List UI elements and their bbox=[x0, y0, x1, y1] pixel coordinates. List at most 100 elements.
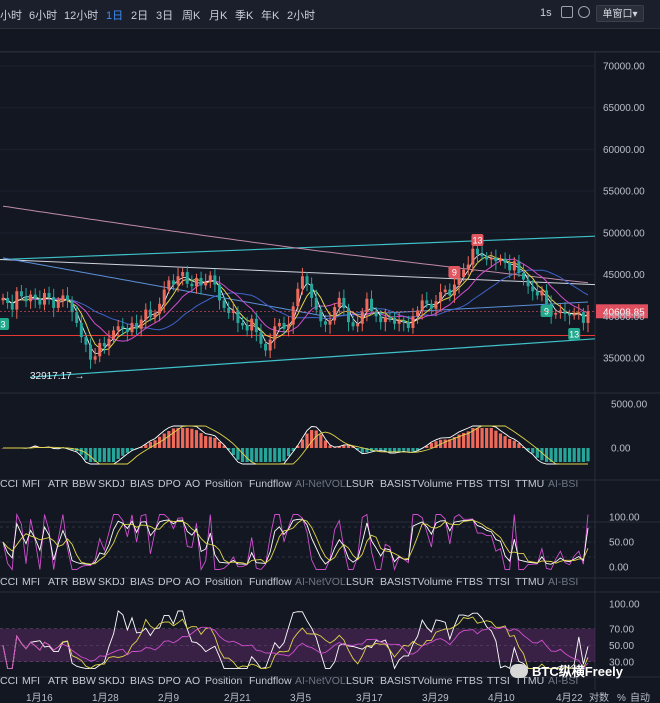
indicator-tab[interactable]: CCI bbox=[0, 675, 18, 687]
indicator-tab[interactable]: AI-NetVOL bbox=[295, 478, 346, 490]
macd-histogram-bar bbox=[282, 448, 286, 462]
timeframe-2d[interactable]: 2日 bbox=[131, 10, 149, 22]
indicator-tab[interactable]: TTSI bbox=[487, 675, 510, 687]
indicator-tab[interactable]: MFI bbox=[22, 576, 40, 588]
indicator-tab[interactable]: BIAS bbox=[130, 675, 154, 687]
indicator-tab[interactable]: AI-NetVOL bbox=[295, 576, 346, 588]
indicator-tab[interactable]: AI-BSI bbox=[548, 675, 578, 687]
indicator-tab[interactable]: Fundflow bbox=[249, 675, 292, 687]
scale-option[interactable]: 对数 bbox=[589, 691, 609, 703]
timeframe-quarter[interactable]: 季K bbox=[235, 10, 254, 22]
indicator-tab[interactable]: FTBS bbox=[456, 478, 483, 490]
macd-histogram-bar bbox=[171, 428, 176, 448]
indicator-tab[interactable]: TTMU bbox=[515, 576, 544, 588]
osc-d-line bbox=[2, 519, 589, 565]
indicator-tab[interactable]: SKDJ bbox=[98, 675, 125, 687]
indicator-tab[interactable]: FTBS bbox=[456, 675, 483, 687]
indicator-tab[interactable]: BBW bbox=[72, 675, 96, 687]
indicator-tab[interactable]: BIAS bbox=[130, 478, 154, 490]
macd-histogram-bar bbox=[291, 448, 295, 451]
td-marker: 9 bbox=[448, 266, 461, 278]
indicator-tab[interactable]: AO bbox=[185, 478, 200, 490]
indicator-tab[interactable]: Position bbox=[205, 576, 243, 588]
indicator-tab[interactable]: CCI bbox=[0, 576, 18, 588]
candle-body bbox=[466, 264, 470, 270]
indicator-tab[interactable]: ATR bbox=[48, 478, 69, 490]
timeframe-month[interactable]: 月K bbox=[209, 10, 228, 22]
candle-body bbox=[10, 302, 14, 310]
indicator-tab[interactable]: AI-NetVOL bbox=[295, 675, 346, 687]
timeframe-6h[interactable]: 6小时 bbox=[29, 10, 58, 22]
indicator-tab[interactable]: TTSI bbox=[487, 576, 510, 588]
indicator-tab[interactable]: CCI bbox=[0, 478, 18, 490]
indicator-tab[interactable]: BIAS bbox=[130, 576, 154, 588]
candle-body bbox=[535, 291, 539, 296]
indicator-tab[interactable]: ATR bbox=[48, 576, 69, 588]
indicator-tab[interactable]: DPO bbox=[158, 478, 181, 490]
indicator-tab[interactable]: TVolume bbox=[411, 675, 453, 687]
macd-histogram-bar bbox=[558, 448, 562, 462]
candle-body bbox=[1, 297, 5, 301]
timeframe-year[interactable]: 年K bbox=[261, 10, 280, 22]
indicator-tab[interactable]: Position bbox=[205, 478, 243, 490]
indicator-tab[interactable]: TTSI bbox=[487, 478, 510, 490]
candle-body bbox=[231, 310, 235, 313]
macd-histogram-bar bbox=[222, 445, 226, 448]
indicator-tab[interactable]: DPO bbox=[158, 675, 181, 687]
indicator-tab[interactable]: Fundflow bbox=[249, 478, 292, 490]
indicator-tab[interactable]: BBW bbox=[72, 576, 96, 588]
scale-option[interactable]: % bbox=[617, 693, 626, 703]
candle-body bbox=[241, 322, 245, 326]
indicator-tab[interactable]: LSUR bbox=[346, 576, 374, 588]
indicator-tab[interactable]: AI-BSI bbox=[548, 478, 578, 490]
indicator-tab[interactable]: Fundflow bbox=[249, 576, 292, 588]
macd-dea-line bbox=[3, 425, 588, 465]
indicator-tab[interactable]: LSUR bbox=[346, 478, 374, 490]
timeframe-week[interactable]: 周K bbox=[182, 10, 201, 22]
indicator-tab[interactable]: FTBS bbox=[456, 576, 483, 588]
indicator-tab[interactable]: LSUR bbox=[346, 675, 374, 687]
candle-body bbox=[475, 248, 479, 255]
indicator-tab[interactable]: AO bbox=[185, 576, 200, 588]
macd-histogram-bar bbox=[273, 448, 277, 462]
timeframe-12h[interactable]: 12小时 bbox=[64, 10, 99, 22]
indicator-tab[interactable]: TVolume bbox=[411, 478, 453, 490]
indicator-tab[interactable]: MFI bbox=[22, 478, 40, 490]
seconds-toggle[interactable]: 1s bbox=[540, 7, 552, 19]
low-price-annotation: 32917.17 → bbox=[30, 371, 85, 382]
timeframe-2h[interactable]: 2小时 bbox=[287, 10, 316, 22]
candle-body bbox=[19, 291, 23, 297]
indicator-tab[interactable]: DPO bbox=[158, 576, 181, 588]
indicator-tab[interactable]: TVolume bbox=[411, 576, 453, 588]
macd-histogram-bar bbox=[319, 434, 323, 448]
indicator-tab[interactable]: Position bbox=[205, 675, 243, 687]
macd-histogram-bar bbox=[489, 428, 493, 448]
candle-body bbox=[374, 311, 378, 317]
indicator-tab[interactable]: AI-BSI bbox=[548, 576, 578, 588]
expand-icon[interactable] bbox=[561, 6, 573, 18]
macd-histogram-bar bbox=[521, 447, 526, 448]
indicator-tab[interactable]: BASIS bbox=[380, 478, 411, 490]
td-marker-label: 13 bbox=[569, 330, 579, 340]
macd-histogram-bar bbox=[365, 448, 369, 453]
indicator-tab[interactable]: BASIS bbox=[380, 675, 411, 687]
settings-icon[interactable] bbox=[578, 6, 590, 18]
candle-body bbox=[323, 321, 327, 325]
scale-option[interactable]: 自动 bbox=[630, 691, 650, 703]
indicator-tab[interactable]: BBW bbox=[72, 478, 96, 490]
indicator-tab[interactable]: AO bbox=[185, 675, 200, 687]
indicator-tab[interactable]: TTMU bbox=[515, 478, 544, 490]
candle-body bbox=[420, 300, 424, 311]
candle-body bbox=[75, 312, 79, 323]
indicator-tab[interactable]: TTMU bbox=[515, 675, 544, 687]
indicator-tab[interactable]: SKDJ bbox=[98, 478, 125, 490]
indicator-tab[interactable]: MFI bbox=[22, 675, 40, 687]
indicator-tab[interactable]: ATR bbox=[48, 675, 69, 687]
timeframe-1d[interactable]: 1日 bbox=[106, 10, 124, 22]
indicator-tab[interactable]: SKDJ bbox=[98, 576, 125, 588]
timeframe-hour[interactable]: 小时 bbox=[0, 10, 22, 22]
indicator-tab[interactable]: BASIS bbox=[380, 576, 411, 588]
window-mode-select[interactable]: 单窗口▾ bbox=[596, 5, 644, 22]
timeframe-3d[interactable]: 3日 bbox=[156, 10, 174, 22]
